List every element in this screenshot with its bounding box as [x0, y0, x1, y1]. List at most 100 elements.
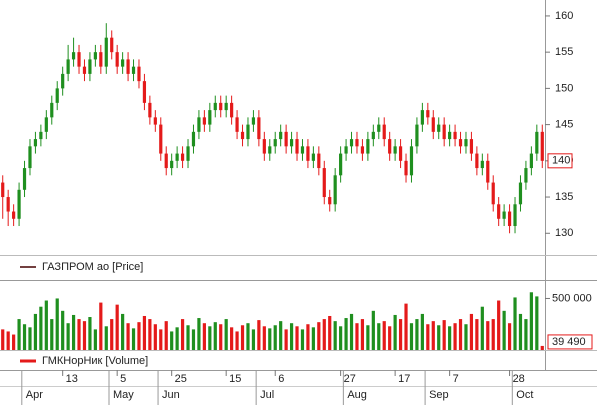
candle-body: [409, 146, 414, 176]
volume-bar: [137, 322, 141, 350]
volume-bar: [257, 320, 261, 350]
volume-bar: [535, 296, 539, 350]
candle-body: [529, 153, 533, 169]
volume-bar: [366, 325, 370, 350]
month-label: Jun: [162, 389, 180, 401]
candle-body: [306, 146, 310, 161]
candle-body: [284, 131, 288, 147]
candle-body: [366, 139, 370, 154]
volume-bar: [153, 324, 157, 350]
volume-bar: [50, 319, 54, 350]
volume-bar: [437, 325, 441, 350]
volume-bar: [1, 329, 5, 350]
candle-body: [431, 117, 435, 132]
volume-bar: [333, 321, 337, 350]
month-label: Jul: [260, 389, 274, 401]
candle-body: [257, 117, 261, 140]
candle-body: [1, 182, 5, 198]
candle-body: [159, 124, 163, 154]
volume-bar: [529, 292, 533, 350]
volume-bar: [170, 331, 174, 350]
candle-body: [12, 211, 16, 219]
last-volume-label: 39 490: [552, 336, 586, 348]
candle-body: [453, 131, 457, 140]
candle-body: [268, 146, 272, 154]
candle-body: [110, 37, 114, 53]
candle-body: [71, 52, 76, 60]
y-tick-label: 130: [555, 227, 573, 239]
candle-body: [371, 131, 375, 140]
candle-body: [513, 204, 517, 227]
volume-bar: [328, 315, 332, 350]
candle-body: [426, 110, 430, 118]
candle-body: [50, 102, 54, 118]
volume-bar: [344, 318, 348, 350]
volume-bar: [502, 310, 506, 350]
last-price-tag: [547, 153, 573, 169]
volume-bar: [99, 302, 103, 350]
volume-bar: [480, 306, 484, 350]
candle-body: [469, 139, 474, 154]
candle-body: [39, 131, 43, 140]
x-tick-label: 17: [398, 373, 410, 385]
volume-bar: [491, 319, 495, 350]
volume-bar: [497, 300, 501, 350]
legend-label: ГМКНорНик [Volume]: [42, 355, 148, 367]
candle-body: [170, 160, 174, 169]
candle-body: [180, 153, 185, 161]
candle-body: [246, 124, 250, 140]
volume-bar: [540, 345, 544, 350]
legend-label: ГАЗПРОМ ао [Price]: [42, 261, 143, 273]
x-tick-label: 13: [66, 373, 78, 385]
x-tick-label: 6: [278, 373, 284, 385]
candle-body: [262, 139, 266, 154]
candle-body: [437, 124, 441, 132]
volume-bar: [442, 320, 446, 350]
volume-bar: [453, 323, 457, 350]
volume-bar: [251, 329, 256, 350]
volume-bar: [284, 329, 288, 350]
volume-bar: [469, 313, 474, 350]
volume-bar: [355, 323, 359, 350]
candle-body: [507, 211, 512, 227]
x-tick-label: 28: [513, 373, 525, 385]
candle-body: [202, 117, 206, 125]
volume-bar: [82, 321, 87, 350]
candle-body: [208, 110, 212, 125]
volume-bar: [507, 323, 512, 350]
candle-body: [115, 52, 119, 67]
candle-body: [344, 146, 348, 154]
volume-bar: [279, 321, 283, 350]
volume-bar: [317, 322, 321, 350]
candle-body: [77, 52, 81, 67]
volume-bar: [448, 326, 452, 350]
volume-bar: [377, 323, 381, 350]
volume-bar: [17, 319, 21, 350]
last-volume-tag: [547, 334, 593, 350]
volume-bar: [262, 326, 266, 350]
volume-bar: [415, 319, 419, 350]
candle-body: [458, 139, 463, 147]
volume-bar: [77, 319, 81, 350]
candle-body: [420, 110, 424, 125]
volume-bar: [180, 319, 185, 350]
volume-bar: [110, 319, 114, 350]
volume-bar: [44, 300, 48, 350]
volume-bar: [426, 324, 430, 350]
candle-body: [328, 197, 332, 205]
candle-body: [317, 153, 321, 169]
month-label: Aug: [347, 389, 367, 401]
candle-body: [388, 139, 392, 154]
volume-bar: [240, 325, 245, 350]
candle-body: [393, 146, 397, 154]
candle-body: [153, 117, 157, 125]
x-tick-label: 27: [344, 373, 356, 385]
volume-bar: [208, 326, 212, 350]
volume-bar: [33, 313, 38, 350]
candle-body: [518, 182, 523, 205]
volume-bar: [268, 328, 272, 350]
volume-bar: [39, 306, 43, 350]
month-label: Oct: [516, 389, 533, 401]
volume-bar: [431, 321, 435, 350]
candle-body: [491, 182, 495, 205]
